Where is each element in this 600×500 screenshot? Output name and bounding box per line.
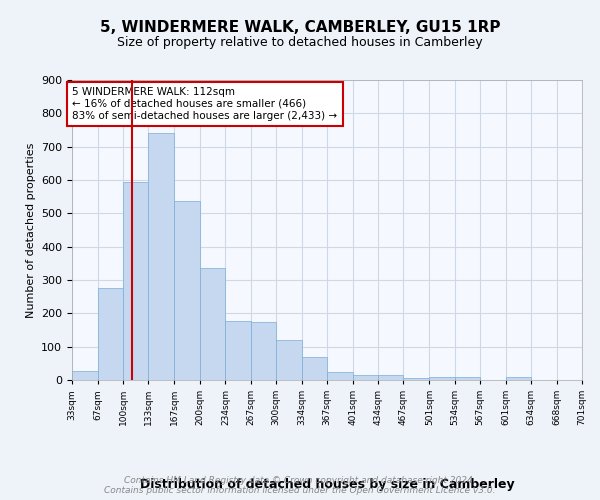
Text: 5, WINDERMERE WALK, CAMBERLEY, GU15 1RP: 5, WINDERMERE WALK, CAMBERLEY, GU15 1RP [100,20,500,35]
Bar [226,321,251,380]
Bar [98,288,123,380]
Text: 5 WINDERMERE WALK: 112sqm
← 16% of detached houses are smaller (466)
83% of semi: 5 WINDERMERE WALK: 112sqm ← 16% of detac… [73,88,338,120]
Bar [455,377,479,380]
Bar [327,372,353,380]
Bar [506,378,531,380]
Bar [403,378,430,380]
Bar [353,376,378,380]
Bar [175,201,200,380]
Bar [276,340,302,380]
Text: Size of property relative to detached houses in Camberley: Size of property relative to detached ho… [117,36,483,49]
Bar [378,375,403,380]
Bar [123,182,148,380]
Bar [302,358,327,380]
Bar [430,376,455,380]
Text: Contains HM Land Registry data © Crown copyright and database right 2024.
Contai: Contains HM Land Registry data © Crown c… [104,476,496,495]
Bar [148,132,175,380]
Bar [199,268,226,380]
Y-axis label: Number of detached properties: Number of detached properties [26,142,35,318]
Bar [72,371,98,380]
Bar [251,322,276,380]
X-axis label: Distribution of detached houses by size in Camberley: Distribution of detached houses by size … [140,478,514,491]
